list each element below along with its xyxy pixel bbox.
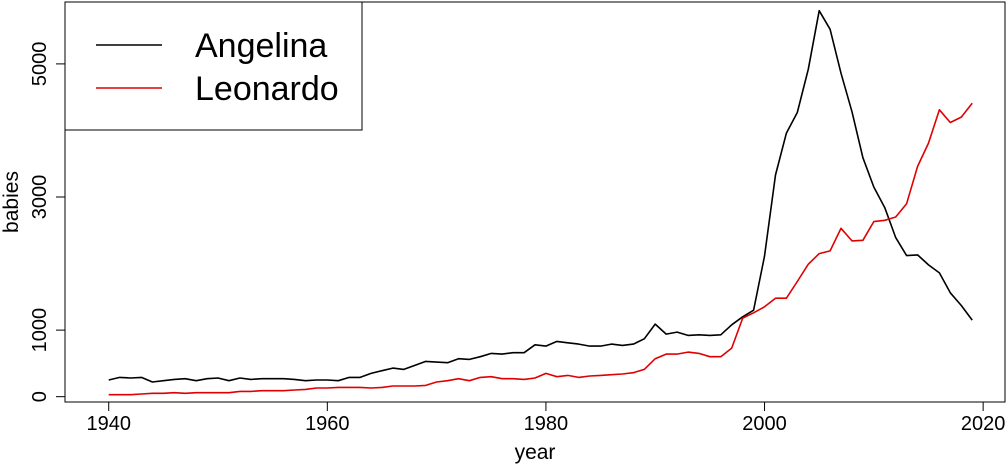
y-tick-label: 5000	[29, 42, 51, 86]
legend: Angelina Leonardo	[64, 1, 363, 131]
series-layer	[108, 9, 973, 396]
x-tick-label: 1980	[524, 413, 569, 435]
x-axis: 1940 1960 1980 2000 2020	[86, 401, 1006, 435]
x-tick-label: 1960	[305, 413, 350, 435]
legend-label-leonardo: Leonardo	[195, 70, 339, 108]
legend-label-angelina: Angelina	[195, 27, 327, 65]
series-line-angelina	[108, 9, 973, 383]
y-tick-label: 0	[29, 391, 51, 402]
x-tick-label: 1940	[86, 413, 131, 435]
legend-box	[64, 1, 363, 131]
x-tick-label: 2000	[742, 413, 787, 435]
y-tick-label: 3000	[29, 175, 51, 220]
y-axis-title: babies	[0, 171, 23, 233]
series-line-leonardo	[108, 102, 973, 396]
y-axis: 0 1000 3000 5000	[29, 42, 66, 402]
y-tick-label: 1000	[29, 308, 51, 353]
x-tick-label: 2020	[961, 413, 1006, 435]
x-axis-title: year	[515, 441, 556, 464]
